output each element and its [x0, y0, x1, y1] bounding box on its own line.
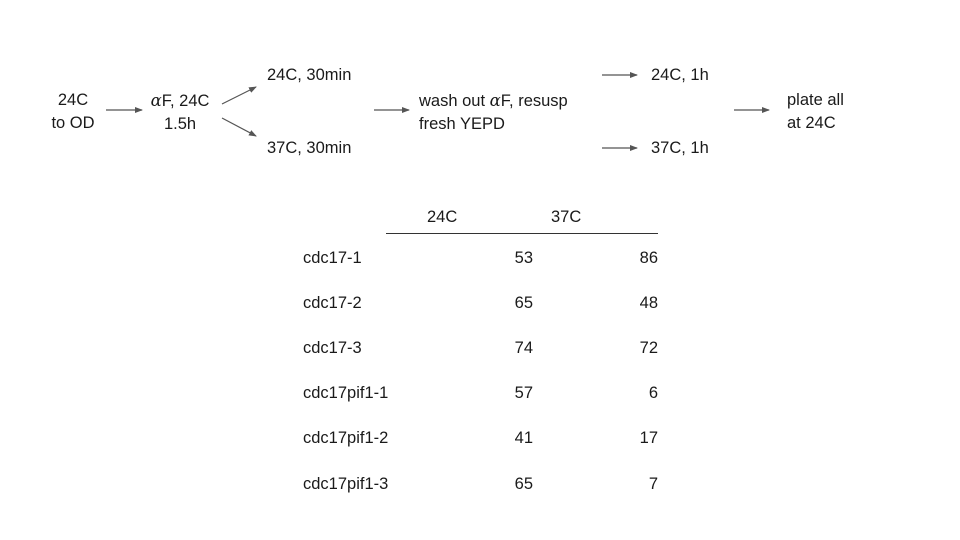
row-value-24c: 65: [514, 294, 533, 312]
recover-top-node: 24C, 1h: [651, 66, 709, 84]
arrest-node: αF, 24C 1.5h: [140, 89, 220, 136]
row-value-24c: 74: [514, 339, 533, 357]
wash-node: wash out αF, resusp fresh YEPD: [419, 89, 568, 136]
start-node-line1: 24C: [57, 91, 89, 109]
row-value-37c: 17: [639, 429, 658, 447]
row-value-37c: 6: [648, 384, 658, 402]
alpha-factor-symbol: α: [150, 91, 162, 110]
branch-bottom-node: 37C, 30min: [267, 139, 352, 157]
row-strain-name: cdc17pif1-2: [303, 429, 389, 447]
wash-node-line1-post: F, resusp: [500, 92, 568, 110]
alpha-factor-symbol: α: [489, 91, 501, 110]
row-value-37c: 48: [639, 294, 658, 312]
recover-bottom-node: 37C, 1h: [651, 139, 709, 157]
row-value-24c: 41: [514, 429, 533, 447]
row-strain-name: cdc17-1: [303, 249, 362, 267]
row-value-24c: 65: [514, 475, 533, 493]
row-value-37c: 72: [639, 339, 658, 357]
arrow-arrest-to-top: [221, 86, 257, 105]
arrest-node-line1: αF, 24C: [140, 89, 220, 113]
arrest-node-line2: 1.5h: [163, 115, 197, 133]
row-value-37c: 86: [639, 249, 658, 267]
start-node: 24C to OD: [48, 89, 98, 135]
row-value-24c: 57: [514, 384, 533, 402]
row-strain-name: cdc17pif1-1: [303, 384, 389, 402]
row-value-24c: 53: [514, 249, 533, 267]
wash-node-line1: wash out αF, resusp: [419, 89, 568, 113]
row-strain-name: cdc17pif1-3: [303, 475, 389, 493]
arrest-node-line1-text: F, 24C: [161, 92, 210, 110]
branch-top-node: 24C, 30min: [267, 66, 352, 84]
start-node-line2: to OD: [51, 114, 95, 132]
wash-node-line1-pre: wash out: [419, 92, 490, 110]
table-header-rule: [386, 233, 658, 234]
arrow-arrest-to-bottom: [221, 117, 257, 137]
plate-node-line1: plate all: [787, 91, 844, 109]
row-strain-name: cdc17-2: [303, 294, 362, 312]
row-strain-name: cdc17-3: [303, 339, 362, 357]
table-header-24c: 24C: [427, 208, 458, 226]
row-value-37c: 7: [648, 475, 658, 493]
plate-node: plate all at 24C: [787, 89, 844, 135]
table-header-37c: 37C: [551, 208, 582, 226]
wash-node-line2: fresh YEPD: [419, 115, 505, 133]
plate-node-line2: at 24C: [787, 114, 836, 132]
